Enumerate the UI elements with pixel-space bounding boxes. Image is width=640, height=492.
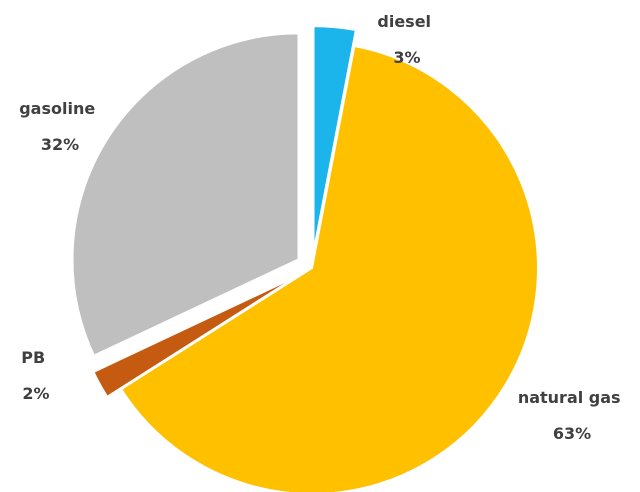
label-diesel-name: diesel [377, 12, 431, 31]
label-pb-name: PB [21, 348, 45, 367]
pie-slices [71, 25, 539, 492]
label-natural-gas: natural gas 63% [518, 388, 626, 443]
pie-slice-natural-gas [119, 44, 539, 492]
pie-slice-gasoline [71, 32, 300, 357]
label-gasoline-name: gasoline [19, 99, 95, 118]
label-natural-gas-value: 63% [553, 424, 591, 443]
label-diesel: diesel 3% [377, 12, 436, 67]
label-gasoline: gasoline 32% [19, 99, 101, 154]
pie-slice-diesel [312, 25, 358, 253]
pie-slice-pb [92, 274, 299, 399]
label-pb: PB 2% [21, 348, 51, 403]
label-pb-value: 2% [22, 384, 49, 403]
label-diesel-value: 3% [393, 48, 420, 67]
label-gasoline-value: 32% [41, 135, 79, 154]
label-natural-gas-name: natural gas [518, 388, 621, 407]
